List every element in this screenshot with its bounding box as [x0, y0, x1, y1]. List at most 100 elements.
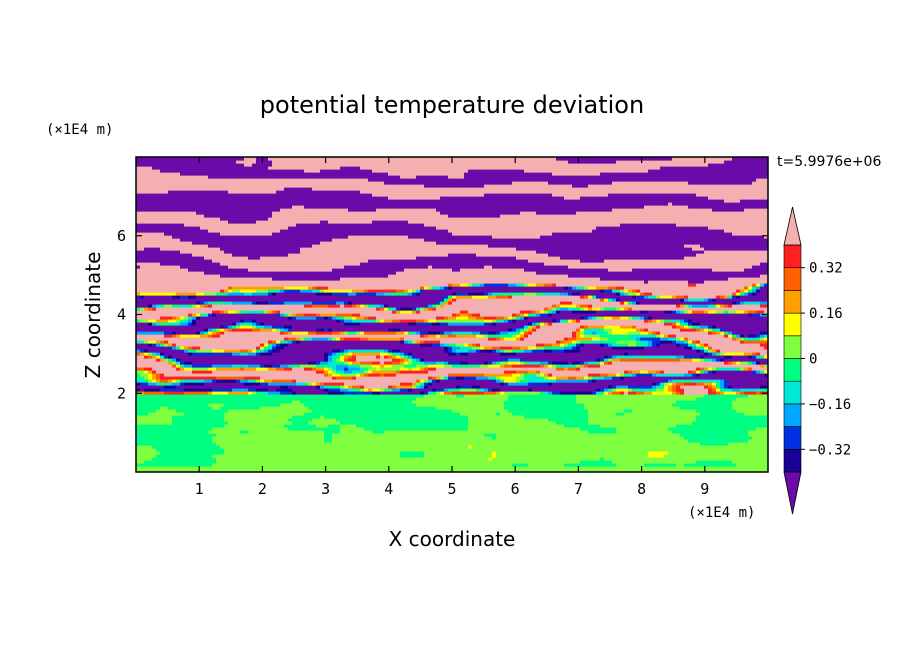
contour-cell: [716, 466, 721, 470]
contour-cell: [688, 454, 693, 458]
contour-cell: [352, 424, 357, 428]
contour-cell: [308, 424, 313, 428]
contour-cell: [500, 436, 505, 440]
contour-cell: [364, 454, 369, 458]
contour-cell: [472, 391, 477, 395]
contour-cell: [736, 445, 741, 449]
contour-cell: [296, 424, 301, 428]
contour-cell: [420, 409, 425, 413]
contour-cell: [312, 463, 317, 467]
contour-cell: [356, 445, 361, 449]
contour-cell: [400, 391, 405, 395]
contour-cell: [192, 469, 197, 472]
contour-cell: [368, 403, 373, 407]
contour-cell: [332, 412, 337, 416]
contour-cell: [628, 391, 633, 395]
contour-cell: [344, 457, 349, 461]
contour-cell: [228, 415, 233, 419]
contour-cell: [592, 448, 597, 452]
contour-cell: [616, 385, 621, 389]
contour-cell: [372, 469, 377, 472]
contour-cell: [500, 409, 505, 413]
contour-cell: [436, 394, 441, 398]
contour-cell: [764, 460, 768, 464]
contour-cell: [592, 466, 597, 470]
contour-cell: [232, 460, 237, 464]
contour-cell: [256, 457, 261, 461]
contour-cell: [380, 442, 385, 446]
contour-field: [136, 157, 768, 472]
contour-cell: [680, 397, 685, 401]
contour-cell: [744, 397, 749, 401]
contour-cell: [516, 391, 521, 395]
contour-cell: [576, 436, 581, 440]
contour-cell: [172, 400, 177, 404]
contour-cell: [472, 445, 477, 449]
contour-cell: [432, 433, 437, 437]
contour-cell: [212, 460, 217, 464]
contour-cell: [332, 448, 337, 452]
contour-cell: [620, 385, 625, 389]
contour-cell: [616, 427, 621, 431]
contour-cell: [568, 454, 573, 458]
contour-cell: [304, 439, 309, 443]
contour-cell: [316, 430, 321, 434]
contour-cell: [572, 388, 577, 392]
contour-cell: [284, 412, 289, 416]
contour-cell: [448, 406, 453, 410]
contour-cell: [596, 412, 601, 416]
contour-cell: [172, 382, 177, 386]
contour-cell: [500, 394, 505, 398]
contour-cell: [168, 418, 173, 422]
contour-cell: [600, 421, 605, 425]
contour-cell: [640, 454, 645, 458]
contour-cell: [180, 430, 185, 434]
contour-cell: [456, 430, 461, 434]
contour-cell: [184, 427, 189, 431]
contour-cell: [256, 469, 261, 472]
contour-cell: [156, 460, 161, 464]
contour-cell: [356, 382, 361, 386]
contour-cell: [316, 391, 321, 395]
contour-cell: [696, 448, 701, 452]
contour-cell: [692, 421, 697, 425]
contour-cell: [484, 397, 489, 401]
contour-cell: [276, 418, 281, 422]
contour-cell: [352, 430, 357, 434]
contour-cell: [152, 400, 157, 404]
contour-cell: [352, 454, 357, 458]
contour-cell: [620, 439, 625, 443]
contour-cell: [680, 436, 685, 440]
contour-cell: [480, 403, 485, 407]
contour-cell: [164, 394, 169, 398]
contour-cell: [144, 460, 149, 464]
contour-cell: [412, 424, 417, 428]
contour-cell: [660, 403, 665, 407]
contour-cell: [436, 403, 441, 407]
contour-cell: [456, 427, 461, 431]
contour-cell: [616, 403, 621, 407]
contour-cell: [492, 427, 497, 431]
contour-cell: [716, 406, 721, 410]
contour-cell: [300, 382, 305, 386]
contour-cell: [580, 400, 585, 404]
contour-cell: [404, 448, 409, 452]
contour-cell: [392, 457, 397, 461]
contour-cell: [560, 430, 565, 434]
contour-cell: [392, 415, 397, 419]
contour-cell: [640, 466, 645, 470]
contour-cell: [692, 406, 697, 410]
contour-cell: [644, 427, 649, 431]
contour-cell: [260, 433, 265, 437]
contour-cell: [380, 457, 385, 461]
contour-cell: [264, 406, 269, 410]
contour-cell: [720, 397, 725, 401]
contour-cell: [176, 430, 181, 434]
contour-cell: [696, 421, 701, 425]
contour-cell: [688, 457, 693, 461]
contour-cell: [252, 400, 257, 404]
contour-cell: [280, 445, 285, 449]
contour-cell: [308, 394, 313, 398]
contour-cell: [304, 409, 309, 413]
contour-cell: [156, 382, 161, 386]
